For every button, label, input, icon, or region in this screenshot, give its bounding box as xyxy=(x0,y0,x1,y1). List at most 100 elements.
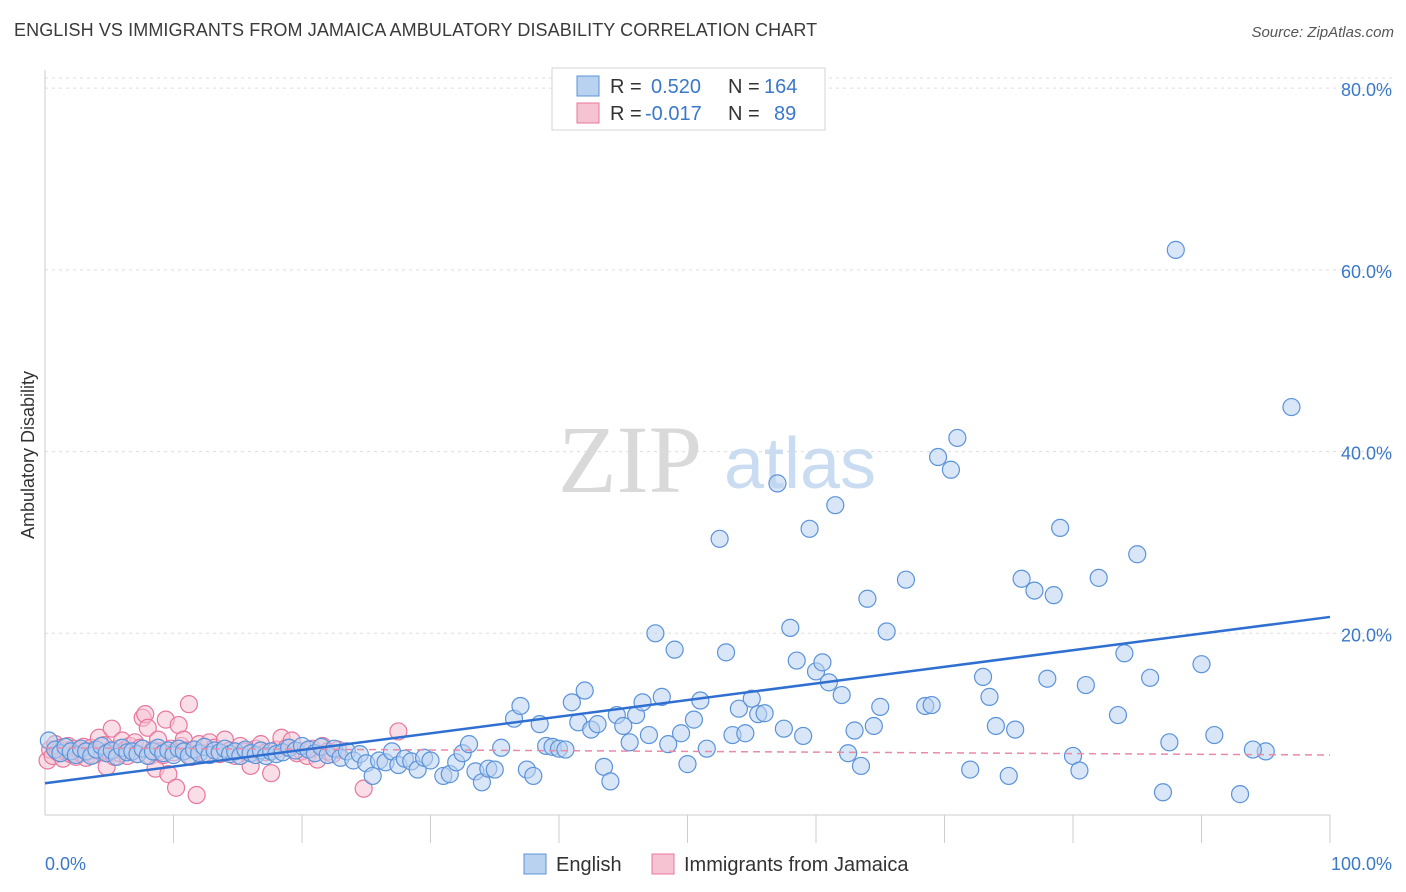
english-point xyxy=(1140,668,1160,687)
english-point xyxy=(813,653,832,672)
english-point xyxy=(1192,655,1211,674)
english-point xyxy=(729,699,749,718)
x-tick-label-min: 0.0% xyxy=(45,854,86,874)
english-point xyxy=(639,725,659,745)
english-point xyxy=(858,589,877,608)
english-point xyxy=(697,739,716,758)
english-point xyxy=(871,697,890,716)
english-point xyxy=(492,738,511,757)
english-point xyxy=(1051,518,1070,538)
x-tick-label-max: 100.0% xyxy=(1331,854,1392,874)
stats-n-value-jamaica: 89 xyxy=(774,103,796,125)
stats-legend-swatch-english xyxy=(576,75,600,97)
english-point xyxy=(614,716,633,736)
english-point xyxy=(511,696,530,716)
english-point xyxy=(922,695,941,715)
stats-legend: R = 0.520 N = 164 R = -0.017 N = 89 xyxy=(551,67,826,131)
stats-n-value-english: 164 xyxy=(764,76,797,98)
english-point xyxy=(961,760,980,779)
english-point xyxy=(575,681,594,700)
english-point xyxy=(691,691,710,710)
english-point xyxy=(710,529,729,548)
watermark-atlas: atlas xyxy=(724,424,876,504)
y-axis-title: Ambulatory Disability xyxy=(18,371,38,539)
jamaica-point xyxy=(354,779,373,798)
english-point xyxy=(736,724,755,743)
english-point xyxy=(1089,568,1108,587)
legend-label-jamaica: Immigrants from Jamaica xyxy=(684,854,909,876)
english-point xyxy=(421,751,440,770)
stats-r-label-english: R = xyxy=(610,76,642,98)
stats-legend-swatch-jamaica xyxy=(576,102,600,124)
english-point xyxy=(1243,740,1263,759)
english-point xyxy=(485,760,504,779)
english-point xyxy=(1006,720,1025,739)
english-point xyxy=(1128,545,1147,564)
legend-swatch-jamaica xyxy=(651,853,675,875)
english-point xyxy=(787,651,806,670)
english-point xyxy=(774,719,793,738)
trend-line-jamaica xyxy=(44,747,1331,756)
english-point xyxy=(1025,581,1044,600)
stats-r-value-jamaica: -0.017 xyxy=(645,103,702,125)
english-point xyxy=(781,618,800,637)
english-point xyxy=(1070,761,1089,780)
jamaica-point xyxy=(159,765,178,784)
jamaica-point xyxy=(102,719,121,738)
trend-line-english xyxy=(44,615,1331,785)
stats-n-label-jamaica: N = xyxy=(728,103,760,125)
english-point xyxy=(459,735,479,754)
english-point xyxy=(896,570,916,589)
english-point xyxy=(755,704,774,723)
stats-r-label-jamaica: R = xyxy=(610,103,642,125)
trend-lines xyxy=(44,615,1331,785)
chart-title: ENGLISH VS IMMIGRANTS FROM JAMAICA AMBUL… xyxy=(14,20,818,40)
english-point xyxy=(928,447,948,467)
stats-r-value-english: 0.520 xyxy=(651,76,701,98)
english-point xyxy=(973,667,993,687)
english-point xyxy=(620,733,639,752)
english-point xyxy=(986,716,1006,736)
english-point xyxy=(832,685,851,705)
jamaica-point xyxy=(166,778,186,797)
grid-lines xyxy=(45,77,1392,634)
english-point xyxy=(742,689,761,708)
jamaica-point xyxy=(179,695,199,714)
english-point xyxy=(588,715,607,734)
english-points xyxy=(39,240,1301,804)
english-point xyxy=(941,460,961,479)
english-point xyxy=(1038,669,1057,688)
english-point xyxy=(524,766,543,786)
english-point xyxy=(826,496,845,515)
english-point xyxy=(794,726,813,746)
english-point xyxy=(1115,644,1134,663)
english-point xyxy=(1044,586,1063,605)
english-point xyxy=(864,716,883,736)
english-point xyxy=(1160,733,1179,752)
english-point xyxy=(877,622,896,641)
legend-swatch-english xyxy=(523,853,547,875)
y-tick-label: 20.0% xyxy=(1341,625,1392,645)
english-point xyxy=(1166,240,1185,259)
english-point xyxy=(1012,569,1031,588)
english-point xyxy=(716,643,736,662)
legend-label-english: English xyxy=(556,854,622,876)
english-point xyxy=(684,710,704,729)
source-label: Source: ZipAtlas.com xyxy=(1251,24,1394,41)
y-tick-label: 80.0% xyxy=(1341,80,1392,100)
english-point xyxy=(800,519,819,538)
english-point xyxy=(768,474,787,493)
jamaica-point xyxy=(389,722,408,741)
english-point xyxy=(1282,397,1301,417)
english-point xyxy=(948,428,967,448)
english-point xyxy=(678,755,697,774)
y-tick-label: 60.0% xyxy=(1341,262,1392,282)
jamaica-point xyxy=(187,785,206,805)
english-point xyxy=(671,724,691,743)
axes xyxy=(44,70,1331,843)
stats-n-label-english: N = xyxy=(728,76,760,98)
tick-labels: 20.0% 40.0% 60.0% 80.0% 0.0% 100.0% xyxy=(45,80,1392,874)
english-point xyxy=(851,756,871,776)
english-point xyxy=(1108,705,1128,725)
